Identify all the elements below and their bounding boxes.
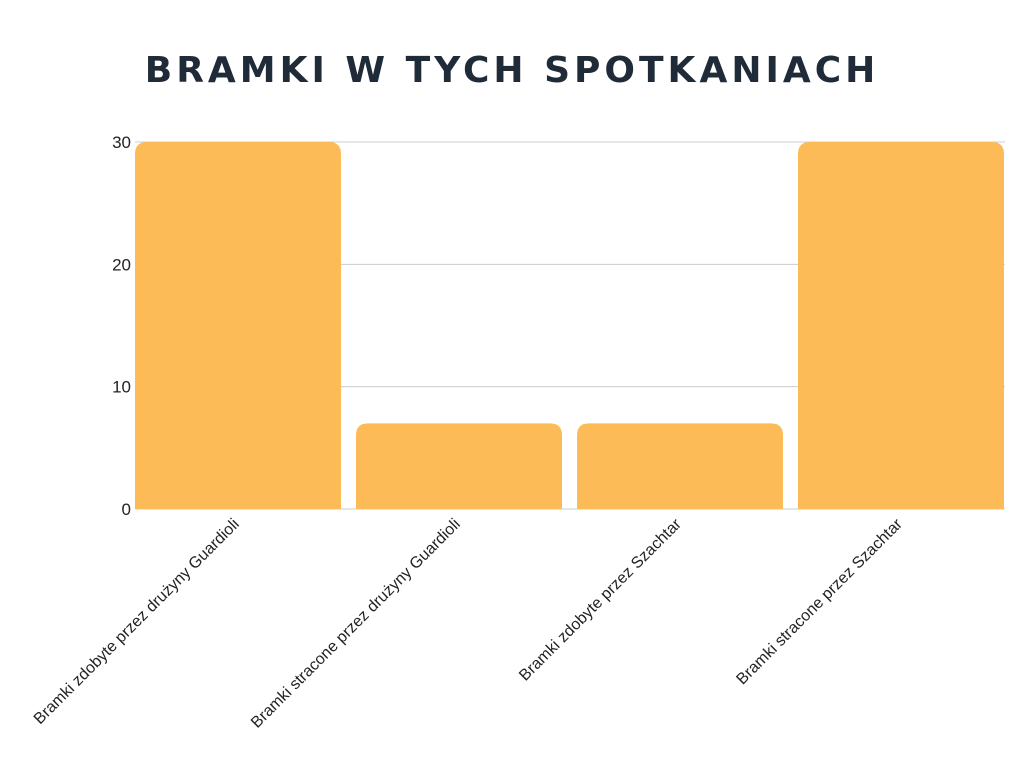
y-axis-ticks: 0 10 20 30	[112, 133, 131, 519]
bar	[356, 423, 562, 509]
bar	[135, 142, 341, 509]
x-axis-labels: Bramki zdobyte przez drużyny Guardioli Br…	[31, 515, 906, 731]
x-category-label: Bramki zdobyte przez Szachtar	[516, 515, 685, 684]
y-tick-label: 20	[112, 255, 131, 274]
y-tick-label: 10	[112, 378, 131, 397]
bars	[135, 142, 1004, 509]
bar	[798, 142, 1004, 509]
chart-title: BRAMKI W TYCH SPOTKANIACH	[144, 50, 880, 91]
x-category-label: Bramki zdobyte przez drużyny Guardioli	[31, 516, 243, 728]
x-category-label: Bramki stracone przez drużyny Guardioli	[248, 516, 464, 732]
y-tick-label: 30	[112, 133, 131, 152]
bar	[577, 423, 783, 509]
y-tick-label: 0	[122, 500, 131, 519]
x-category-label: Bramki stracone przez Szachtar	[733, 515, 906, 688]
